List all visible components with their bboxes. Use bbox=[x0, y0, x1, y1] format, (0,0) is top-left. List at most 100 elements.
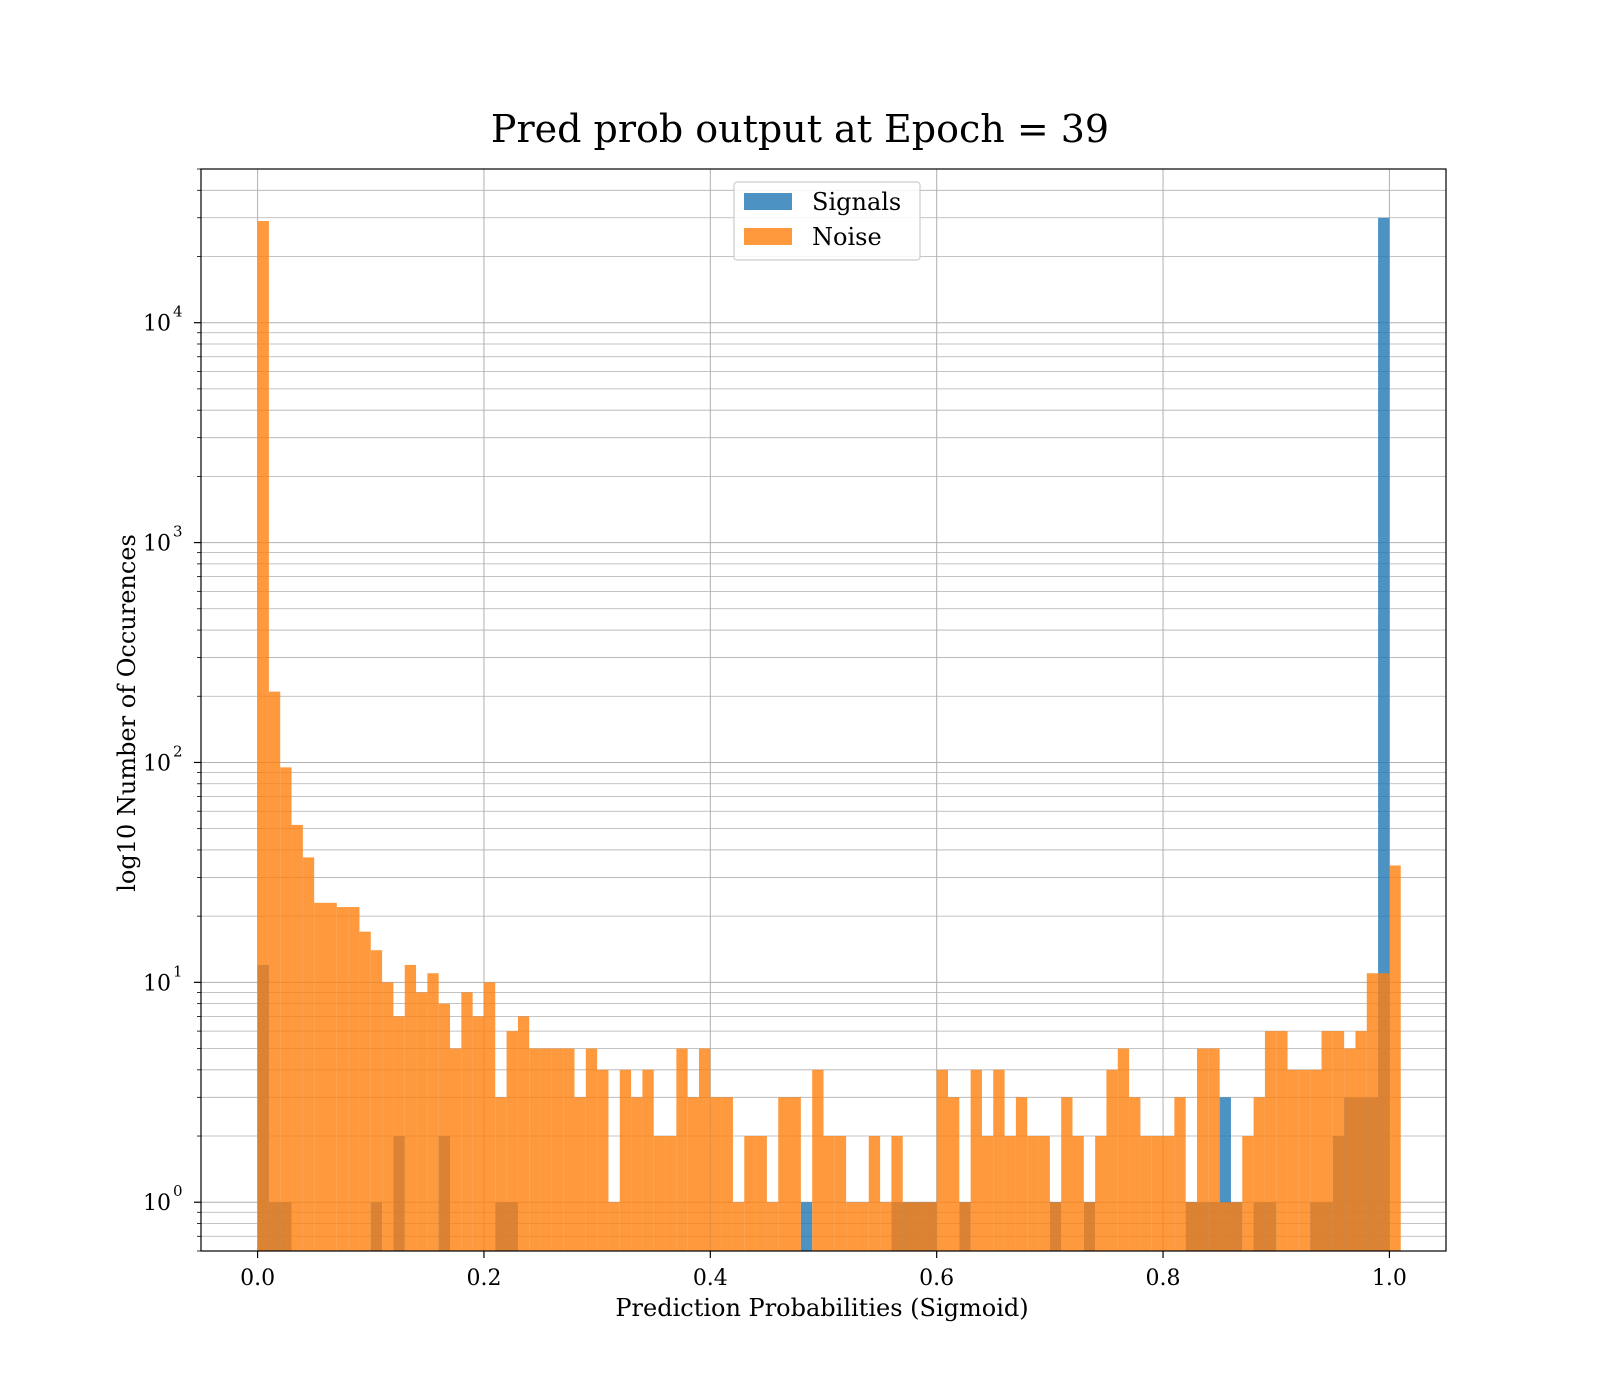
bar-noise bbox=[314, 902, 326, 1251]
bar-noise bbox=[755, 1136, 767, 1251]
bar-noise bbox=[404, 964, 417, 1251]
bar-noise bbox=[880, 1202, 892, 1251]
bar-noise bbox=[608, 1202, 620, 1251]
bar-noise bbox=[981, 1136, 994, 1251]
bar-noise bbox=[857, 1202, 869, 1251]
bar-noise bbox=[812, 1069, 824, 1251]
bar-signals bbox=[800, 1202, 813, 1251]
bar-noise bbox=[268, 691, 281, 1251]
bar-noise bbox=[472, 1016, 484, 1251]
x-axis-label: Prediction Probabilities (Sigmoid) bbox=[615, 1294, 1028, 1322]
y-tick-label: 10 bbox=[143, 1191, 171, 1216]
bar-noise bbox=[936, 1069, 948, 1251]
bar-noise bbox=[438, 1003, 450, 1251]
x-tick-label: 0.6 bbox=[919, 1266, 954, 1291]
bar-noise bbox=[823, 1136, 835, 1251]
bar-noise bbox=[1276, 1031, 1288, 1251]
bar-noise bbox=[461, 992, 473, 1251]
bar-noise bbox=[1072, 1136, 1084, 1251]
bar-noise bbox=[1151, 1136, 1164, 1251]
bar-noise bbox=[1366, 973, 1379, 1251]
legend: Signals Noise bbox=[733, 181, 921, 261]
bar-noise bbox=[1049, 1202, 1062, 1251]
bar-noise bbox=[778, 1097, 790, 1251]
bar-noise bbox=[540, 1048, 552, 1251]
bar-noise bbox=[1208, 1048, 1220, 1251]
bar-noise bbox=[789, 1097, 801, 1251]
bar-noise bbox=[993, 1069, 1005, 1251]
bar-noise bbox=[1140, 1136, 1152, 1251]
bar-noise bbox=[1378, 973, 1390, 1251]
bar-noise bbox=[257, 221, 269, 1251]
bar-noise bbox=[1219, 1202, 1231, 1251]
x-tick-label: 0.2 bbox=[466, 1266, 501, 1291]
bar-noise bbox=[1004, 1136, 1016, 1251]
bar-noise bbox=[1185, 1202, 1197, 1251]
bar-noise bbox=[665, 1136, 677, 1251]
bar-noise bbox=[1117, 1048, 1130, 1251]
bar-noise bbox=[563, 1048, 575, 1251]
bar-noise bbox=[1310, 1069, 1322, 1251]
bar-noise bbox=[710, 1097, 722, 1251]
bar-noise bbox=[359, 931, 371, 1251]
y-tick-label: 10 bbox=[143, 751, 171, 776]
bar-noise bbox=[1083, 1202, 1096, 1251]
bar-noise bbox=[427, 973, 439, 1251]
bar-noise bbox=[1355, 1031, 1367, 1251]
bar-noise bbox=[325, 902, 337, 1251]
x-tick-label: 0.4 bbox=[693, 1266, 728, 1291]
bar-noise bbox=[925, 1202, 937, 1251]
bar-noise bbox=[653, 1136, 666, 1251]
bar-noise bbox=[517, 1016, 530, 1251]
plot-frame bbox=[200, 168, 1447, 1252]
y-tick-exponent: 3 bbox=[173, 523, 183, 541]
bar-noise bbox=[642, 1069, 654, 1251]
y-tick-exponent: 0 bbox=[173, 1182, 183, 1200]
bar-noise bbox=[970, 1069, 982, 1251]
legend-label-noise: Noise bbox=[812, 223, 882, 251]
y-axis-label: log10 Number of Occurences bbox=[113, 534, 141, 892]
bar-noise bbox=[291, 824, 303, 1251]
x-tick-label: 0.0 bbox=[240, 1266, 275, 1291]
bar-noise bbox=[529, 1048, 541, 1251]
bar-noise bbox=[1129, 1097, 1141, 1251]
chart-title: Pred prob output at Epoch = 39 bbox=[491, 107, 1109, 151]
bar-noise bbox=[868, 1136, 881, 1251]
bar-noise bbox=[1321, 1031, 1333, 1251]
bar-noise bbox=[551, 1048, 564, 1251]
bar-signals bbox=[1219, 1097, 1231, 1251]
bar-noise bbox=[1332, 1031, 1345, 1251]
bar-noise bbox=[902, 1202, 915, 1251]
bar-noise bbox=[1163, 1136, 1175, 1251]
legend-swatch-signals bbox=[744, 193, 792, 210]
bar-noise bbox=[1095, 1136, 1107, 1251]
y-tick-exponent: 1 bbox=[173, 962, 183, 980]
bar-noise bbox=[1264, 1031, 1277, 1251]
bar-noise bbox=[280, 767, 292, 1251]
bar-noise bbox=[1298, 1069, 1311, 1251]
bar-noise bbox=[416, 992, 428, 1251]
bar-noise bbox=[687, 1097, 699, 1251]
bar-noise bbox=[846, 1202, 858, 1251]
y-tick-exponent: 4 bbox=[173, 303, 183, 321]
bar-noise bbox=[1230, 1202, 1243, 1251]
bar-noise bbox=[393, 1016, 405, 1251]
bar-noise bbox=[302, 857, 315, 1251]
bar-noise bbox=[631, 1097, 643, 1251]
bar-noise bbox=[1242, 1136, 1254, 1251]
x-tick-label: 1.0 bbox=[1372, 1266, 1407, 1291]
bar-noise bbox=[450, 1048, 462, 1251]
bar-noise bbox=[506, 1031, 518, 1251]
legend-swatch-noise bbox=[744, 228, 792, 245]
bar-noise bbox=[948, 1097, 960, 1251]
bars bbox=[257, 217, 1401, 1252]
bar-noise bbox=[597, 1069, 609, 1251]
bar-noise bbox=[1015, 1097, 1028, 1251]
bar-noise bbox=[676, 1048, 688, 1251]
bar-noise bbox=[744, 1136, 756, 1251]
bar-noise bbox=[959, 1202, 971, 1251]
bar-noise bbox=[721, 1097, 733, 1251]
bar-noise bbox=[1174, 1097, 1186, 1251]
